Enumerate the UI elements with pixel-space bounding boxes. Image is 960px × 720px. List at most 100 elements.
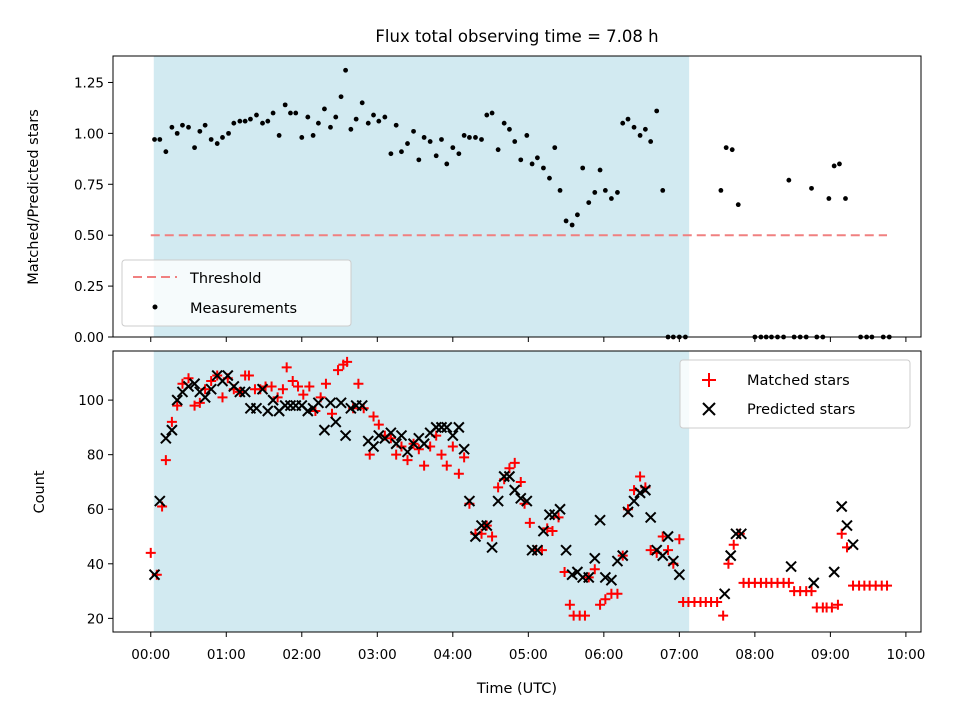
matched-star-point xyxy=(783,577,794,588)
matched-star-point xyxy=(600,594,611,605)
measurement-point xyxy=(433,153,439,159)
measurement-point xyxy=(809,185,814,191)
top-y-tick-label: 1.00 xyxy=(74,126,104,142)
matched-star-point xyxy=(160,455,171,466)
measurement-point xyxy=(648,139,654,144)
matched-star-point xyxy=(298,389,309,400)
measurement-point xyxy=(529,161,535,167)
measurement-point xyxy=(444,161,450,167)
top-legend: Threshold Measurements xyxy=(121,259,352,327)
predicted-star-point xyxy=(673,569,686,581)
bottom-shaded-interval xyxy=(153,351,690,632)
chart-title: Flux total observing time = 7.08 h xyxy=(375,27,658,46)
predicted-star-point xyxy=(447,429,459,442)
measurement-point xyxy=(152,137,157,142)
measurement-point xyxy=(501,120,507,126)
predicted-star-point xyxy=(262,405,274,417)
matched-star-point xyxy=(459,452,470,463)
predicted-star-point xyxy=(318,424,331,436)
matched-star-point xyxy=(509,457,520,468)
measurement-point xyxy=(512,139,518,144)
bottom-y-axis-label: Count xyxy=(32,470,48,513)
predicted-star-point xyxy=(222,369,234,382)
measurement-point xyxy=(580,165,586,171)
matched-star-point xyxy=(595,599,606,610)
measurement-point xyxy=(569,222,575,228)
predicted-star-point xyxy=(385,427,397,439)
measurement-point xyxy=(557,187,563,193)
predicted-star-point xyxy=(847,538,859,551)
matched-star-point xyxy=(172,400,183,411)
matched-star-point xyxy=(657,531,668,542)
measurement-point xyxy=(637,133,643,138)
measurement-point xyxy=(735,202,741,208)
predicted-star-point xyxy=(469,530,482,543)
bottom-x-tick-label: 01:00 xyxy=(207,647,246,663)
top-y-tick-label: 0.25 xyxy=(74,279,104,295)
predicted-star-point xyxy=(836,500,848,513)
measurement-point xyxy=(439,137,444,142)
predicted-star-point xyxy=(639,484,652,496)
predicted-star-point xyxy=(589,552,601,565)
measurement-point xyxy=(450,145,456,151)
predicted-star-point xyxy=(628,495,640,507)
predicted-star-point xyxy=(724,549,737,562)
bottom-x-tick-label: 05:00 xyxy=(509,647,548,663)
measurement-point xyxy=(299,135,305,140)
predicted-star-point xyxy=(339,429,352,442)
predicted-star-point xyxy=(594,514,606,526)
measurement-point xyxy=(427,139,433,144)
matched-star-point xyxy=(320,378,331,389)
measurement-point xyxy=(467,135,472,140)
matched-star-point xyxy=(304,381,315,392)
measurement-point xyxy=(563,218,569,224)
matched-star-points xyxy=(145,356,893,621)
measurement-point xyxy=(333,114,339,120)
measurement-point xyxy=(654,108,660,114)
predicted-star-point xyxy=(503,470,516,483)
bottom-x-tick-label: 03:00 xyxy=(358,647,397,663)
measurement-point xyxy=(371,112,376,118)
measurement-point xyxy=(226,130,231,136)
bottom-y-ticks: 20 40 60 80 100 xyxy=(78,393,113,627)
measurement-point xyxy=(260,120,265,126)
bottom-x-ticks: 00:00 01:00 02:00 03:00 04:00 05:00 06:00 07:00… xyxy=(131,632,925,663)
predicted-star-point xyxy=(401,446,414,458)
bottom-y-tick-label: 40 xyxy=(87,557,104,573)
matched-star-point xyxy=(183,373,194,384)
predicted-star-point xyxy=(166,424,178,436)
predicted-star-point xyxy=(395,429,408,442)
measurement-point xyxy=(365,120,371,126)
ratio-panel: 0.00 0.25 0.50 0.75 1.00 1.25 Matched/Predict… xyxy=(26,55,922,346)
bottom-y-tick-label: 20 xyxy=(87,611,104,627)
predicted-star-point xyxy=(458,443,470,455)
matched-star-point xyxy=(189,400,200,411)
measurement-point xyxy=(524,133,530,138)
measurement-point xyxy=(359,100,365,106)
matched-star-point xyxy=(385,433,396,444)
measurement-point xyxy=(534,155,540,161)
predicted-star-point xyxy=(463,495,476,507)
measurement-point xyxy=(265,118,271,124)
matched-star-point xyxy=(368,411,379,422)
predicted-star-point xyxy=(188,378,201,390)
matched-star-point xyxy=(718,610,729,621)
predicted-star-point xyxy=(785,560,797,573)
bottom-x-tick-label: 00:00 xyxy=(131,647,170,663)
predicted-star-point xyxy=(182,380,195,393)
measurement-point xyxy=(242,118,248,124)
top-y-axis-label: Matched/Predicted stars xyxy=(26,109,42,285)
measurement-point xyxy=(192,145,197,151)
measurement-point xyxy=(328,124,333,130)
predicted-star-point xyxy=(148,569,161,581)
predicted-star-points xyxy=(148,369,859,600)
matched-star-point xyxy=(524,517,535,528)
matched-star-point xyxy=(447,441,458,452)
matched-star-point xyxy=(674,534,685,545)
predicted-star-point xyxy=(583,571,595,584)
matched-star-point xyxy=(194,397,205,408)
matched-star-point xyxy=(206,376,217,387)
measurement-point xyxy=(660,187,666,193)
matched-star-point xyxy=(882,580,893,591)
measurement-point xyxy=(248,116,253,122)
